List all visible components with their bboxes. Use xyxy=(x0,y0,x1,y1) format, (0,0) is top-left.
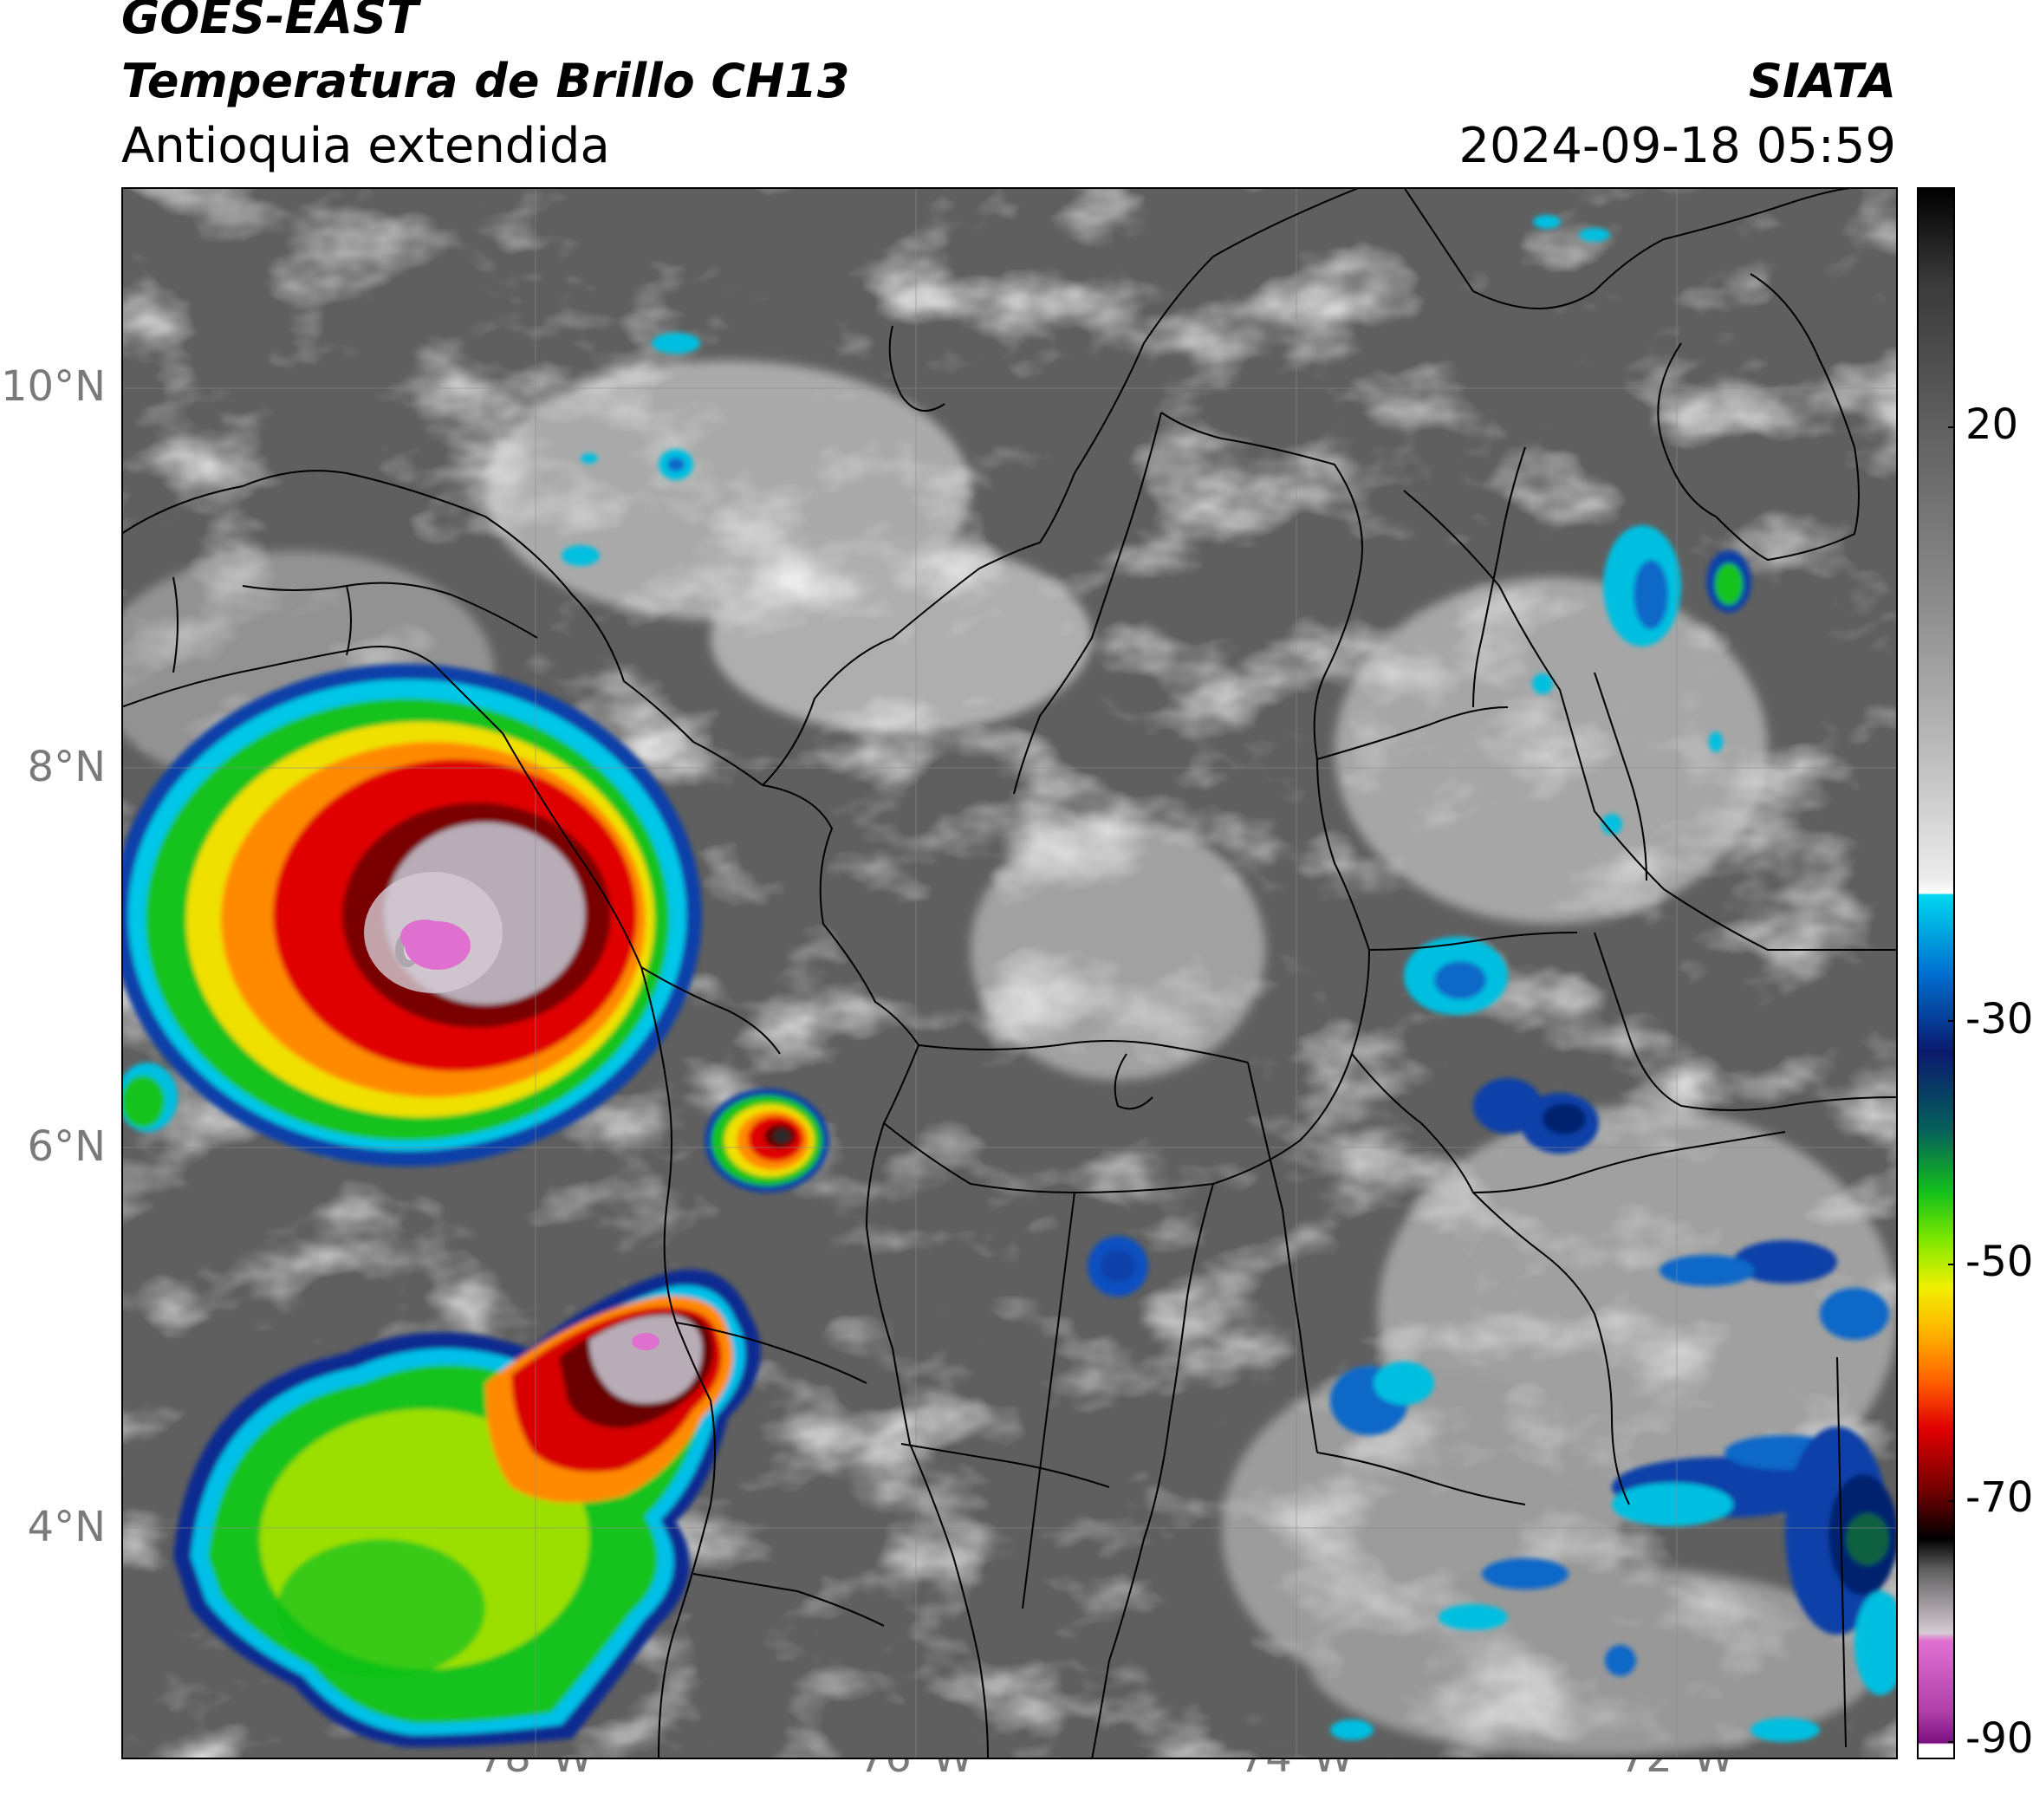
map-datetime: 2024-09-18 05:59 xyxy=(1458,118,1896,174)
lat-tick-10n: 10°N xyxy=(1,362,106,411)
maracaibo-basin xyxy=(1657,273,1860,562)
choco-internal-2 xyxy=(675,1322,867,1384)
dept-boundary-11 xyxy=(1472,446,1526,708)
coldest-core-southwest xyxy=(632,1333,659,1350)
map-source-label: SIATA xyxy=(1748,54,1896,108)
lat-tick-6n: 6°N xyxy=(27,1122,106,1171)
lat-tick-8n: 8°N xyxy=(27,743,106,791)
lake-outline xyxy=(888,325,945,412)
convective-cell-southwest xyxy=(173,1269,761,1747)
choco-internal xyxy=(640,966,781,1055)
colombia-coast-pacific xyxy=(502,732,716,1759)
colombia-coast-caribbean xyxy=(762,187,1361,786)
dept-boundary-6 xyxy=(1316,706,1509,760)
brightness-temperature-map xyxy=(121,187,1898,1759)
dept-boundary-9 xyxy=(1247,1062,1318,1453)
temperature-colorbar xyxy=(1917,187,1955,1759)
choco-internal-3 xyxy=(692,1573,885,1627)
dept-boundary-3 xyxy=(1351,1053,1630,1505)
colorbar-tick-minus50: -50 xyxy=(1965,1238,2033,1286)
dept-boundary-5 xyxy=(1013,412,1162,795)
venezuela-border-east xyxy=(1836,1356,1847,1748)
cold-patches-north xyxy=(562,215,1723,835)
antioquia-boundary xyxy=(762,412,1371,1194)
colorbar-tick-minus70: -70 xyxy=(1965,1473,2033,1522)
map-title-satellite: GOES-EAST xyxy=(121,0,419,44)
island-outline xyxy=(1114,1053,1153,1110)
panama-internal-1 xyxy=(242,582,538,639)
cold-patches-east xyxy=(1088,525,1898,1742)
colombia-venezuela-border xyxy=(1403,490,1898,952)
panama-internal-3 xyxy=(346,585,352,656)
convective-cell-central xyxy=(705,1089,829,1193)
dept-boundary-4 xyxy=(918,1040,1249,1063)
dept-boundary-10 xyxy=(1022,1192,1075,1609)
panama-internal-2 xyxy=(172,576,179,673)
panama-coast-south xyxy=(121,646,503,734)
coldest-core-west-2 xyxy=(400,920,449,954)
graticule xyxy=(121,187,1898,1759)
map-title-product: Temperatura de Brillo CH13 xyxy=(121,54,850,108)
borders xyxy=(121,187,1898,1759)
dept-boundary-2 xyxy=(1091,1183,1214,1759)
south-boundary-2 xyxy=(1316,1452,1526,1505)
colorbar-tick-20: 20 xyxy=(1965,400,2019,449)
colorbar-tick-minus90: -90 xyxy=(1965,1714,2033,1763)
dept-boundary-7 xyxy=(1368,932,1578,951)
lat-tick-4n: 4°N xyxy=(27,1503,106,1551)
guajira-coast xyxy=(1403,187,1864,309)
dept-boundary-1 xyxy=(865,1122,989,1759)
panama-coast-north xyxy=(121,470,763,786)
dept-boundary-12 xyxy=(1594,672,1647,881)
colorbar-tick-minus30: -30 xyxy=(1965,995,2033,1043)
south-boundary xyxy=(900,1443,1110,1488)
cold-patches-west-edge xyxy=(121,1063,178,1132)
map-subtitle-region: Antioquia extendida xyxy=(121,118,610,174)
venezuela-border-south xyxy=(1594,932,1898,1111)
dept-boundary-8 xyxy=(1472,1131,1786,1193)
map-frame xyxy=(121,187,1898,1759)
bright-cloud-bands xyxy=(121,361,1898,1756)
